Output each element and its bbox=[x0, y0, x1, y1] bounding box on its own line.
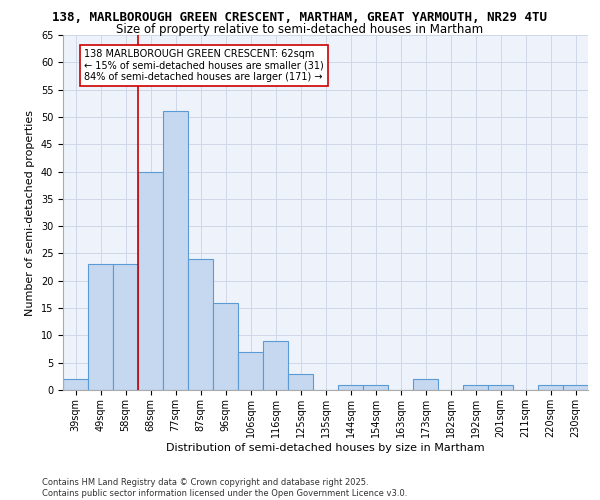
Bar bbox=[538, 384, 563, 390]
Bar bbox=[238, 352, 263, 390]
Bar bbox=[463, 384, 488, 390]
Bar bbox=[288, 374, 313, 390]
Bar bbox=[138, 172, 163, 390]
Text: 138 MARLBOROUGH GREEN CRESCENT: 62sqm
← 15% of semi-detached houses are smaller : 138 MARLBOROUGH GREEN CRESCENT: 62sqm ← … bbox=[84, 48, 324, 82]
Bar bbox=[88, 264, 113, 390]
Bar bbox=[363, 384, 388, 390]
Bar bbox=[413, 379, 438, 390]
X-axis label: Distribution of semi-detached houses by size in Martham: Distribution of semi-detached houses by … bbox=[166, 442, 485, 452]
Bar bbox=[213, 302, 238, 390]
Bar bbox=[488, 384, 513, 390]
Text: Contains HM Land Registry data © Crown copyright and database right 2025.
Contai: Contains HM Land Registry data © Crown c… bbox=[42, 478, 407, 498]
Bar bbox=[563, 384, 588, 390]
Bar bbox=[338, 384, 363, 390]
Text: Size of property relative to semi-detached houses in Martham: Size of property relative to semi-detach… bbox=[116, 22, 484, 36]
Text: 138, MARLBOROUGH GREEN CRESCENT, MARTHAM, GREAT YARMOUTH, NR29 4TU: 138, MARLBOROUGH GREEN CRESCENT, MARTHAM… bbox=[53, 11, 548, 24]
Bar bbox=[63, 379, 88, 390]
Bar bbox=[188, 259, 213, 390]
Bar bbox=[163, 112, 188, 390]
Bar bbox=[113, 264, 138, 390]
Bar bbox=[263, 341, 288, 390]
Y-axis label: Number of semi-detached properties: Number of semi-detached properties bbox=[25, 110, 35, 316]
